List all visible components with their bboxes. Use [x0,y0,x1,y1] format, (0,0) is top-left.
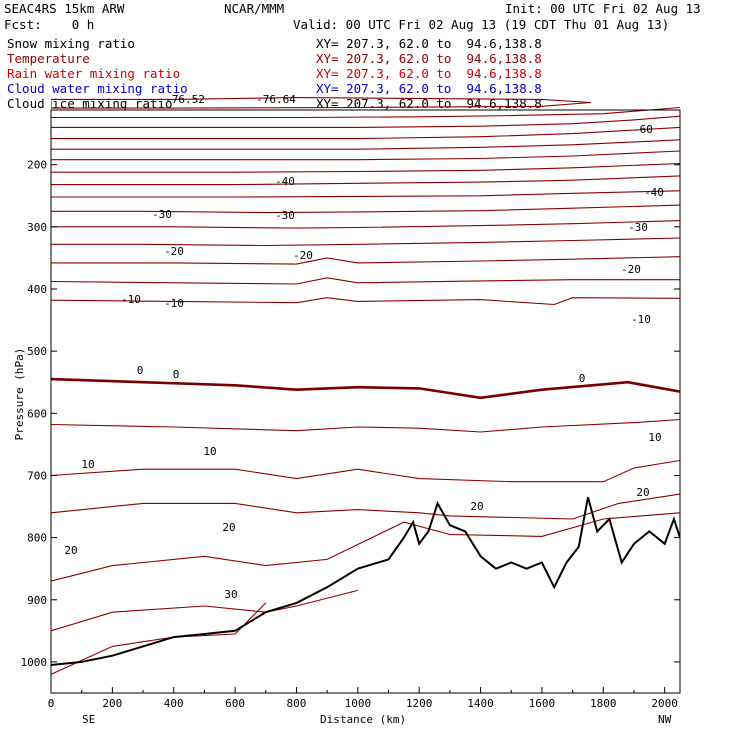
terrain-line [51,496,680,666]
y-tick-label: 1000 [21,656,48,669]
y-tick-label: 400 [27,283,47,296]
contour-label: -76.52 [165,93,205,106]
temperature-contour [51,418,680,433]
y-tick-label: 900 [27,594,47,607]
contour-label: 20 [470,500,483,513]
temperature-contour [51,512,680,582]
temperature-contour [51,256,680,265]
temperature-contour [51,190,680,198]
legend-field-xy: XY= 207.3, 62.0 to 94.6,138.8 [316,66,542,81]
legend-field-xy: XY= 207.3, 62.0 to 94.6,138.8 [316,81,542,96]
contour-label: -30 [628,221,648,234]
temperature-contour [51,493,680,520]
temperature-contour [51,162,680,173]
contour-label: -60 [633,123,653,136]
temperature-contour [51,150,680,161]
contour-label: 0 [137,364,144,377]
contour-label: 20 [222,521,235,534]
legend-field-xy: XY= 207.3, 62.0 to 94.6,138.8 [316,51,542,66]
temperature-contour [51,106,680,119]
legend-field-name: Temperature [7,51,90,66]
init-time: Init: 00 UTC Fri 02 Aug 13 [505,1,701,16]
x-tick-label: 1800 [590,697,617,710]
temperature-contour [51,220,680,229]
contour-label: 10 [648,431,661,444]
temperature-contour [51,602,267,675]
contour-label: -10 [164,297,184,310]
contour-label: 20 [636,486,649,499]
temperature-contour [51,126,680,140]
y-axis-label: Pressure (hPa) [13,347,26,441]
contour-label: -10 [121,293,141,306]
contour-label: 10 [81,458,94,471]
contour-label: 10 [203,445,216,458]
legend-field-name: Rain water mixing ratio [7,66,181,81]
x-tick-label: 200 [102,697,122,710]
x-tick-label: 400 [164,697,184,710]
x-tick-label: 1200 [406,697,433,710]
contour-label: -76.64 [256,93,296,106]
temperature-contour [51,97,592,109]
contour-label: -40 [275,175,295,188]
contour-label: 20 [64,544,77,557]
legend-field-name: Cloud ice mixing ratio [7,96,173,111]
temperature-contour [51,459,680,483]
temperature-contour [51,139,680,150]
contour-label: 0 [579,372,586,385]
x-tick-label: 1400 [467,697,494,710]
temperature-contour [51,589,358,632]
temperature-contour [51,297,680,306]
temperature-contour [51,277,680,285]
plot-frame [50,109,681,694]
contour-label: -30 [152,208,172,221]
y-tick-label: 800 [27,532,47,545]
x-tick-label: 600 [225,697,245,710]
legend-field-name: Cloud water mixing ratio [7,81,188,96]
temperature-contour [51,377,680,400]
legend-field-xy: XY= 207.3, 62.0 to 94.6,138.8 [316,36,542,51]
x-axis-label: Distance (km) [320,713,407,726]
contour-label: 0 [173,368,180,381]
y-tick-label: 500 [27,345,47,358]
x-tick-label: 0 [48,697,55,710]
left-end-label: SE [82,713,96,726]
contour-label: -30 [275,209,295,222]
center-title: NCAR/MMM [224,1,285,16]
temperature-contour [51,175,680,186]
legend-field-name: Snow mixing ratio [7,36,135,51]
y-tick-label: 200 [27,159,47,172]
contour-label: -20 [621,263,641,276]
x-tick-label: 2000 [651,697,678,710]
x-tick-label: 1600 [529,697,556,710]
right-end-label: NW [658,713,672,726]
temperature-contour [51,115,680,128]
y-tick-label: 300 [27,221,47,234]
model-title: SEAC4RS 15km ARW [4,1,125,16]
contour-label: -20 [293,249,313,262]
x-tick-label: 1000 [345,697,372,710]
y-tick-label: 700 [27,469,47,482]
contour-label: -40 [644,186,664,199]
valid-time: Valid: 00 UTC Fri 02 Aug 13 (19 CDT Thu … [293,17,670,32]
contour-label: -10 [631,313,651,326]
contour-label: 30 [224,588,237,601]
forecast-hour: Fcst: 0 h [4,17,95,32]
y-tick-label: 600 [27,407,47,420]
temperature-contour [51,204,680,214]
x-tick-label: 800 [287,697,307,710]
temperature-contour [51,237,680,247]
contour-label: -20 [164,245,184,258]
